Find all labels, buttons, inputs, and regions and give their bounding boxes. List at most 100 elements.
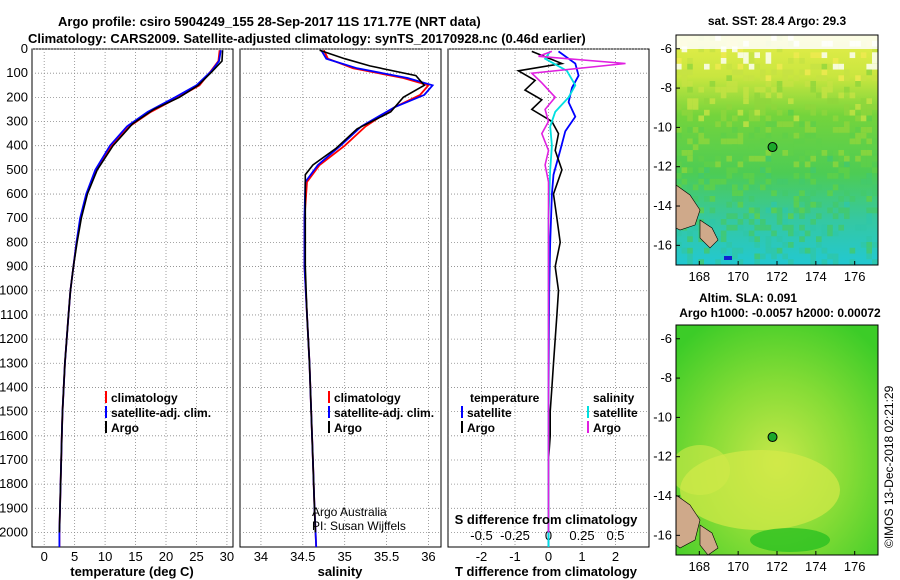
sst-pixel: [855, 127, 861, 133]
sst-pixel: [687, 247, 693, 254]
sst-pixel: [687, 259, 693, 265]
sst-pixel: [737, 247, 744, 254]
sst-pixel: [687, 155, 693, 162]
sst-pixel: [771, 104, 777, 110]
sst-pixel: [849, 247, 856, 254]
sst-pixel: [732, 253, 738, 260]
depth-tick-label: 1200: [0, 331, 28, 346]
sst-pixel: [687, 81, 693, 87]
sst-pixel: [726, 213, 732, 220]
legend-satellite-adj: satellite-adj. clim.: [334, 406, 434, 420]
sst-pixel: [799, 178, 805, 185]
depth-tick-label: 1500: [0, 404, 28, 419]
map-x-tick-label: 174: [805, 559, 827, 574]
sst-pixel: [743, 173, 749, 179]
sst-pixel: [872, 58, 878, 64]
sst-pixel: [866, 115, 872, 122]
sst-pixel: [676, 173, 682, 179]
difference-xlabel-top: S difference from climatology: [455, 512, 639, 527]
sst-pixel: [676, 58, 682, 64]
sla-low-blob: [750, 528, 830, 552]
sst-pixel: [816, 63, 822, 70]
sst-pixel: [866, 219, 872, 225]
title-line2: Climatology: CARS2009. Satellite-adjuste…: [28, 31, 586, 46]
sst-pixel: [760, 253, 766, 260]
depth-tick-label: 500: [6, 162, 28, 177]
sst-pixel: [788, 81, 794, 87]
sst-pixel: [860, 127, 867, 133]
series-s-argo: [530, 50, 626, 533]
sst-pixel: [827, 81, 833, 87]
x-tick-label: 30: [220, 549, 234, 564]
sst-pixel: [860, 161, 867, 168]
sst-pixel: [804, 150, 811, 156]
sst-pixel: [715, 178, 721, 185]
sst-pixel: [765, 236, 772, 243]
sst-pixel: [748, 178, 755, 185]
sst-pixel: [743, 155, 749, 162]
sst-pixel: [782, 219, 788, 225]
map-y-tick-label: -8: [660, 370, 672, 385]
sst-pixel: [760, 86, 766, 93]
sst-pixel: [844, 173, 850, 179]
sst-pixel: [816, 201, 822, 208]
sst-pixel: [849, 259, 856, 265]
sst-pixel: [687, 109, 693, 116]
sst-pixel: [821, 150, 828, 156]
x-tick-label: 35.5: [374, 549, 399, 564]
sst-pixel: [681, 167, 688, 174]
sst-pixel: [760, 155, 766, 162]
title-line1: Argo profile: csiro 5904249_155 28-Sep-2…: [58, 14, 481, 29]
sst-pixel: [698, 207, 704, 214]
sst-pixel: [872, 184, 878, 191]
sst-pixel: [866, 236, 872, 243]
legend-climatology: climatology: [111, 391, 178, 405]
sst-pixel: [754, 259, 760, 265]
series-t-argo: [516, 50, 565, 533]
sst-pixel: [676, 104, 682, 110]
sst-pixel: [754, 127, 760, 133]
depth-tick-label: 0: [21, 41, 28, 56]
sst-pixel: [687, 127, 693, 133]
credit-pi: PI: Susan Wijffels: [312, 519, 406, 533]
sst-pixel: [687, 69, 693, 76]
sla-high-blob-west: [676, 445, 730, 495]
s-diff-tick-label: -0.25: [500, 528, 530, 543]
sst-pixel: [692, 144, 699, 151]
sst-pixel: [765, 247, 772, 254]
sst-pixel: [765, 121, 772, 128]
sst-pixel: [793, 201, 800, 208]
sst-pixel: [788, 242, 794, 248]
sst-pixel: [737, 196, 744, 202]
sst-pixel: [765, 167, 772, 174]
sst-pixel: [748, 155, 755, 162]
sst-pixel: [720, 184, 727, 191]
sst-pixel: [737, 259, 744, 265]
sst-pixel: [687, 236, 693, 243]
sst-pixel: [732, 213, 738, 220]
sst-pixel: [732, 46, 738, 53]
sst-pixel: [681, 247, 688, 254]
sst-pixel: [849, 109, 856, 116]
sst-pixel: [810, 178, 816, 185]
sst-pixel: [788, 213, 794, 220]
sst-pixel: [771, 201, 777, 208]
sst-pixel: [765, 155, 772, 162]
sst-pixel: [737, 46, 744, 53]
sst-pixel: [720, 109, 727, 116]
sst-pixel: [715, 236, 721, 243]
map-y-tick-label: -12: [653, 449, 672, 464]
sst-pixel: [698, 173, 704, 179]
sst-pixel: [765, 242, 772, 248]
sst-pixel: [793, 196, 800, 202]
temperature-axes: [31, 48, 234, 548]
sst-pixel: [715, 161, 721, 168]
sst-pixel: [760, 75, 766, 82]
sst-pixel: [866, 69, 872, 76]
sst-pixel: [760, 109, 766, 116]
sst-pixel: [776, 178, 783, 185]
sst-pixel: [771, 230, 777, 237]
sst-pixel: [687, 104, 693, 110]
sst-pixel: [793, 115, 800, 122]
depth-tick-label: 700: [6, 210, 28, 225]
